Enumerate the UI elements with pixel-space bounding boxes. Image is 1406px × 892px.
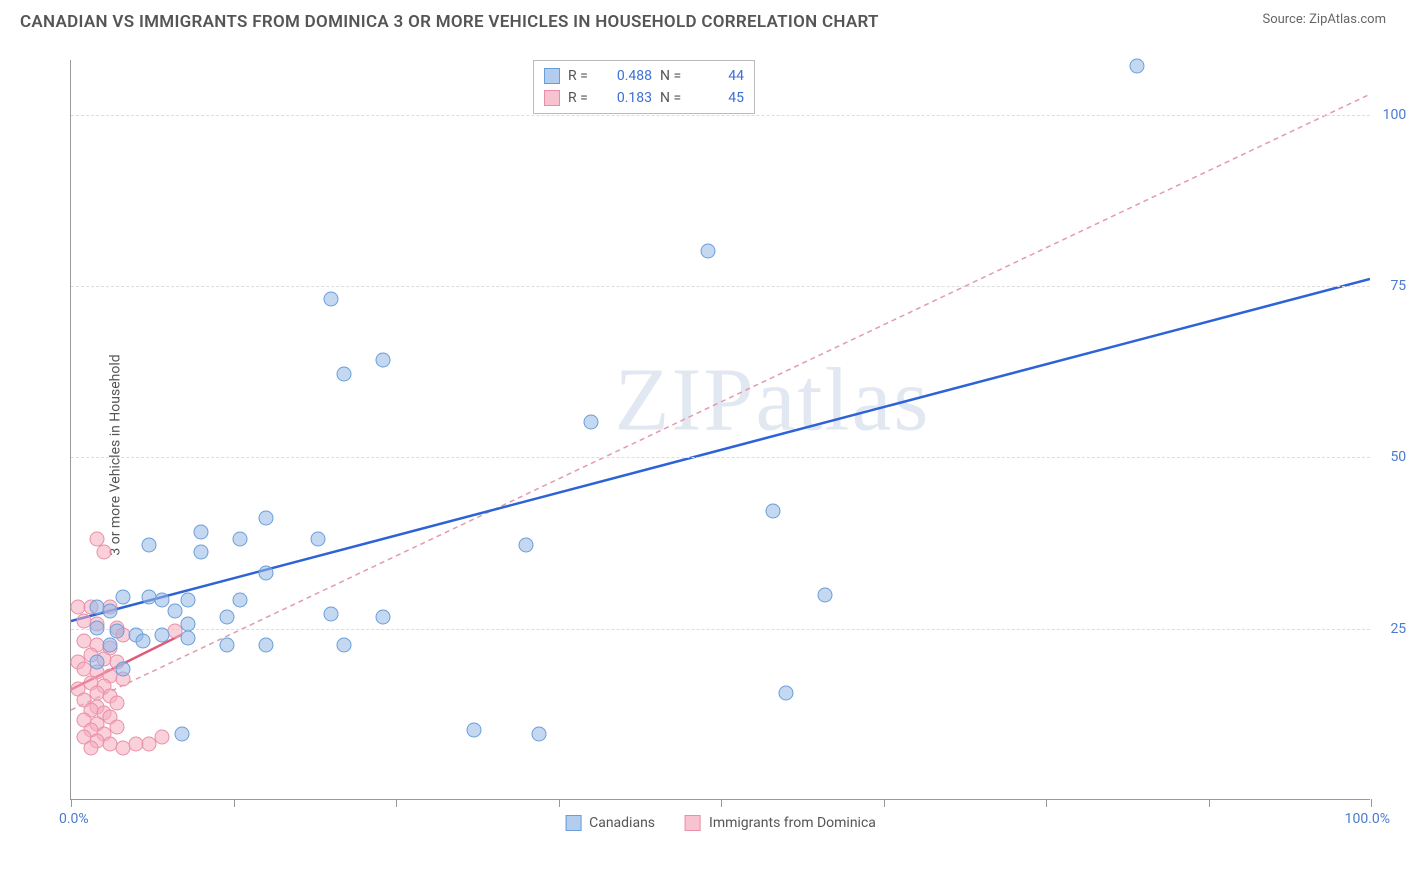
x-tick <box>396 799 397 807</box>
data-point <box>779 685 794 700</box>
data-point <box>376 353 391 368</box>
data-point <box>155 593 170 608</box>
watermark: ZIPatlas <box>614 348 930 451</box>
y-tick-label: 75.0% <box>1390 278 1406 294</box>
data-point <box>109 624 124 639</box>
data-point <box>220 637 235 652</box>
data-point <box>109 720 124 735</box>
data-point <box>311 531 326 546</box>
data-point <box>181 630 196 645</box>
swatch-dominica-icon <box>544 90 560 106</box>
data-point <box>90 620 105 635</box>
gridline <box>71 629 1370 630</box>
data-point <box>194 524 209 539</box>
x-tick <box>234 799 235 807</box>
data-point <box>818 587 833 602</box>
plot-area: ZIPatlas R = 0.488 N = 44 R = 0.183 N = … <box>70 60 1370 800</box>
correlation-legend: R = 0.488 N = 44 R = 0.183 N = 45 <box>533 60 755 114</box>
data-point <box>519 538 534 553</box>
data-point <box>233 531 248 546</box>
correlation-chart: 3 or more Vehicles in Household ZIPatlas… <box>50 50 1386 860</box>
data-point <box>116 589 131 604</box>
data-point <box>194 545 209 560</box>
gridline <box>71 115 1370 116</box>
data-point <box>135 634 150 649</box>
y-tick-label: 100.0% <box>1383 107 1406 123</box>
swatch-dominica-icon <box>685 815 701 831</box>
source-link[interactable]: ZipAtlas.com <box>1309 12 1386 27</box>
trendlines <box>71 60 1370 799</box>
x-tick <box>1371 799 1372 807</box>
data-point <box>259 511 274 526</box>
x-tick <box>559 799 560 807</box>
data-point <box>96 545 111 560</box>
x-axis-max-label: 100.0% <box>1345 811 1390 827</box>
source-attribution: Source: ZipAtlas.com <box>1262 12 1386 27</box>
x-tick <box>721 799 722 807</box>
y-tick-label: 25.0% <box>1390 621 1406 637</box>
data-point <box>116 661 131 676</box>
series-legend: Canadians Immigrants from Dominica <box>565 815 876 831</box>
data-point <box>701 243 716 258</box>
data-point <box>168 603 183 618</box>
data-point <box>83 740 98 755</box>
data-point <box>766 504 781 519</box>
data-point <box>109 696 124 711</box>
data-point <box>155 627 170 642</box>
x-tick <box>1046 799 1047 807</box>
x-tick <box>71 799 72 807</box>
data-point <box>233 593 248 608</box>
data-point <box>220 610 235 625</box>
gridline <box>71 457 1370 458</box>
x-tick <box>884 799 885 807</box>
y-tick-label: 50.0% <box>1390 449 1406 465</box>
swatch-canadians-icon <box>565 815 581 831</box>
x-axis-min-label: 0.0% <box>59 811 89 827</box>
data-point <box>174 726 189 741</box>
page-title: CANADIAN VS IMMIGRANTS FROM DOMINICA 3 O… <box>20 12 879 32</box>
data-point <box>90 654 105 669</box>
data-point <box>324 291 339 306</box>
data-point <box>467 723 482 738</box>
swatch-canadians-icon <box>544 68 560 84</box>
gridline <box>71 286 1370 287</box>
data-point <box>337 637 352 652</box>
data-point <box>103 637 118 652</box>
data-point <box>337 367 352 382</box>
data-point <box>103 603 118 618</box>
data-point <box>259 565 274 580</box>
x-tick <box>1209 799 1210 807</box>
data-point <box>1130 58 1145 73</box>
data-point <box>155 730 170 745</box>
data-point <box>324 607 339 622</box>
data-point <box>181 593 196 608</box>
data-point <box>584 415 599 430</box>
data-point <box>259 637 274 652</box>
data-point <box>142 538 157 553</box>
data-point <box>376 610 391 625</box>
data-point <box>532 726 547 741</box>
